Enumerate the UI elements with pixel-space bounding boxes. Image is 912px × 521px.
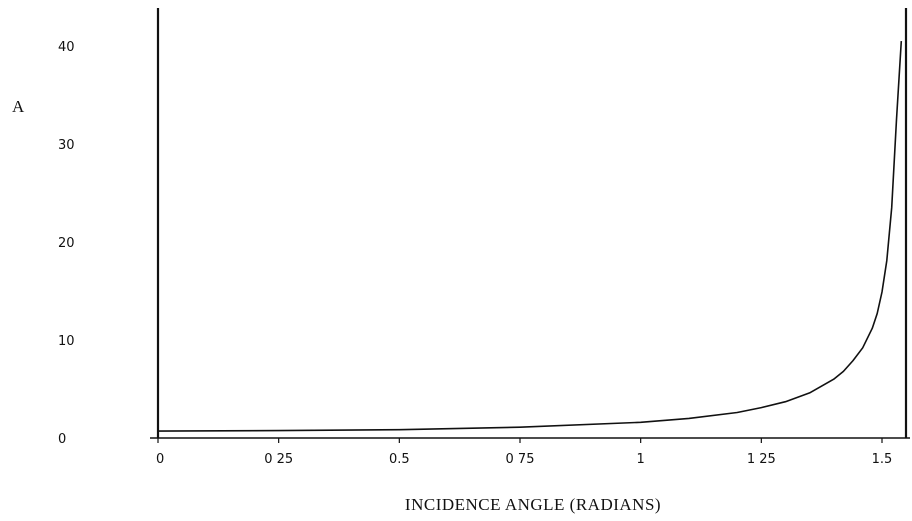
series-layer xyxy=(157,41,903,432)
x-tick-label: 1 xyxy=(637,452,645,467)
x-tick-label: 1.5 xyxy=(872,452,893,467)
y-tick-label: 10 xyxy=(58,334,75,349)
x-tick-label: 1 25 xyxy=(747,452,776,467)
y-tick-label: 40 xyxy=(58,40,75,55)
x-tick-label: 0 25 xyxy=(264,452,293,467)
x-axis-title: INCIDENCE ANGLE (RADIANS) xyxy=(405,495,661,514)
x-tick-label: 0.5 xyxy=(389,452,410,467)
y-tick-label: 30 xyxy=(58,138,75,153)
y-tick-label: 0 xyxy=(58,432,66,447)
x-tick-label: 0 75 xyxy=(506,452,535,467)
series-line xyxy=(157,41,903,432)
x-tick-label: 0 xyxy=(156,452,164,467)
y-tick-label: 20 xyxy=(58,236,75,251)
plot-area xyxy=(150,8,910,439)
y-axis-label: A xyxy=(12,97,25,116)
ticks-layer: 0 0 25 0.5 0 75 1 1 25 1.5 0 10 20 30 40 xyxy=(58,40,892,467)
